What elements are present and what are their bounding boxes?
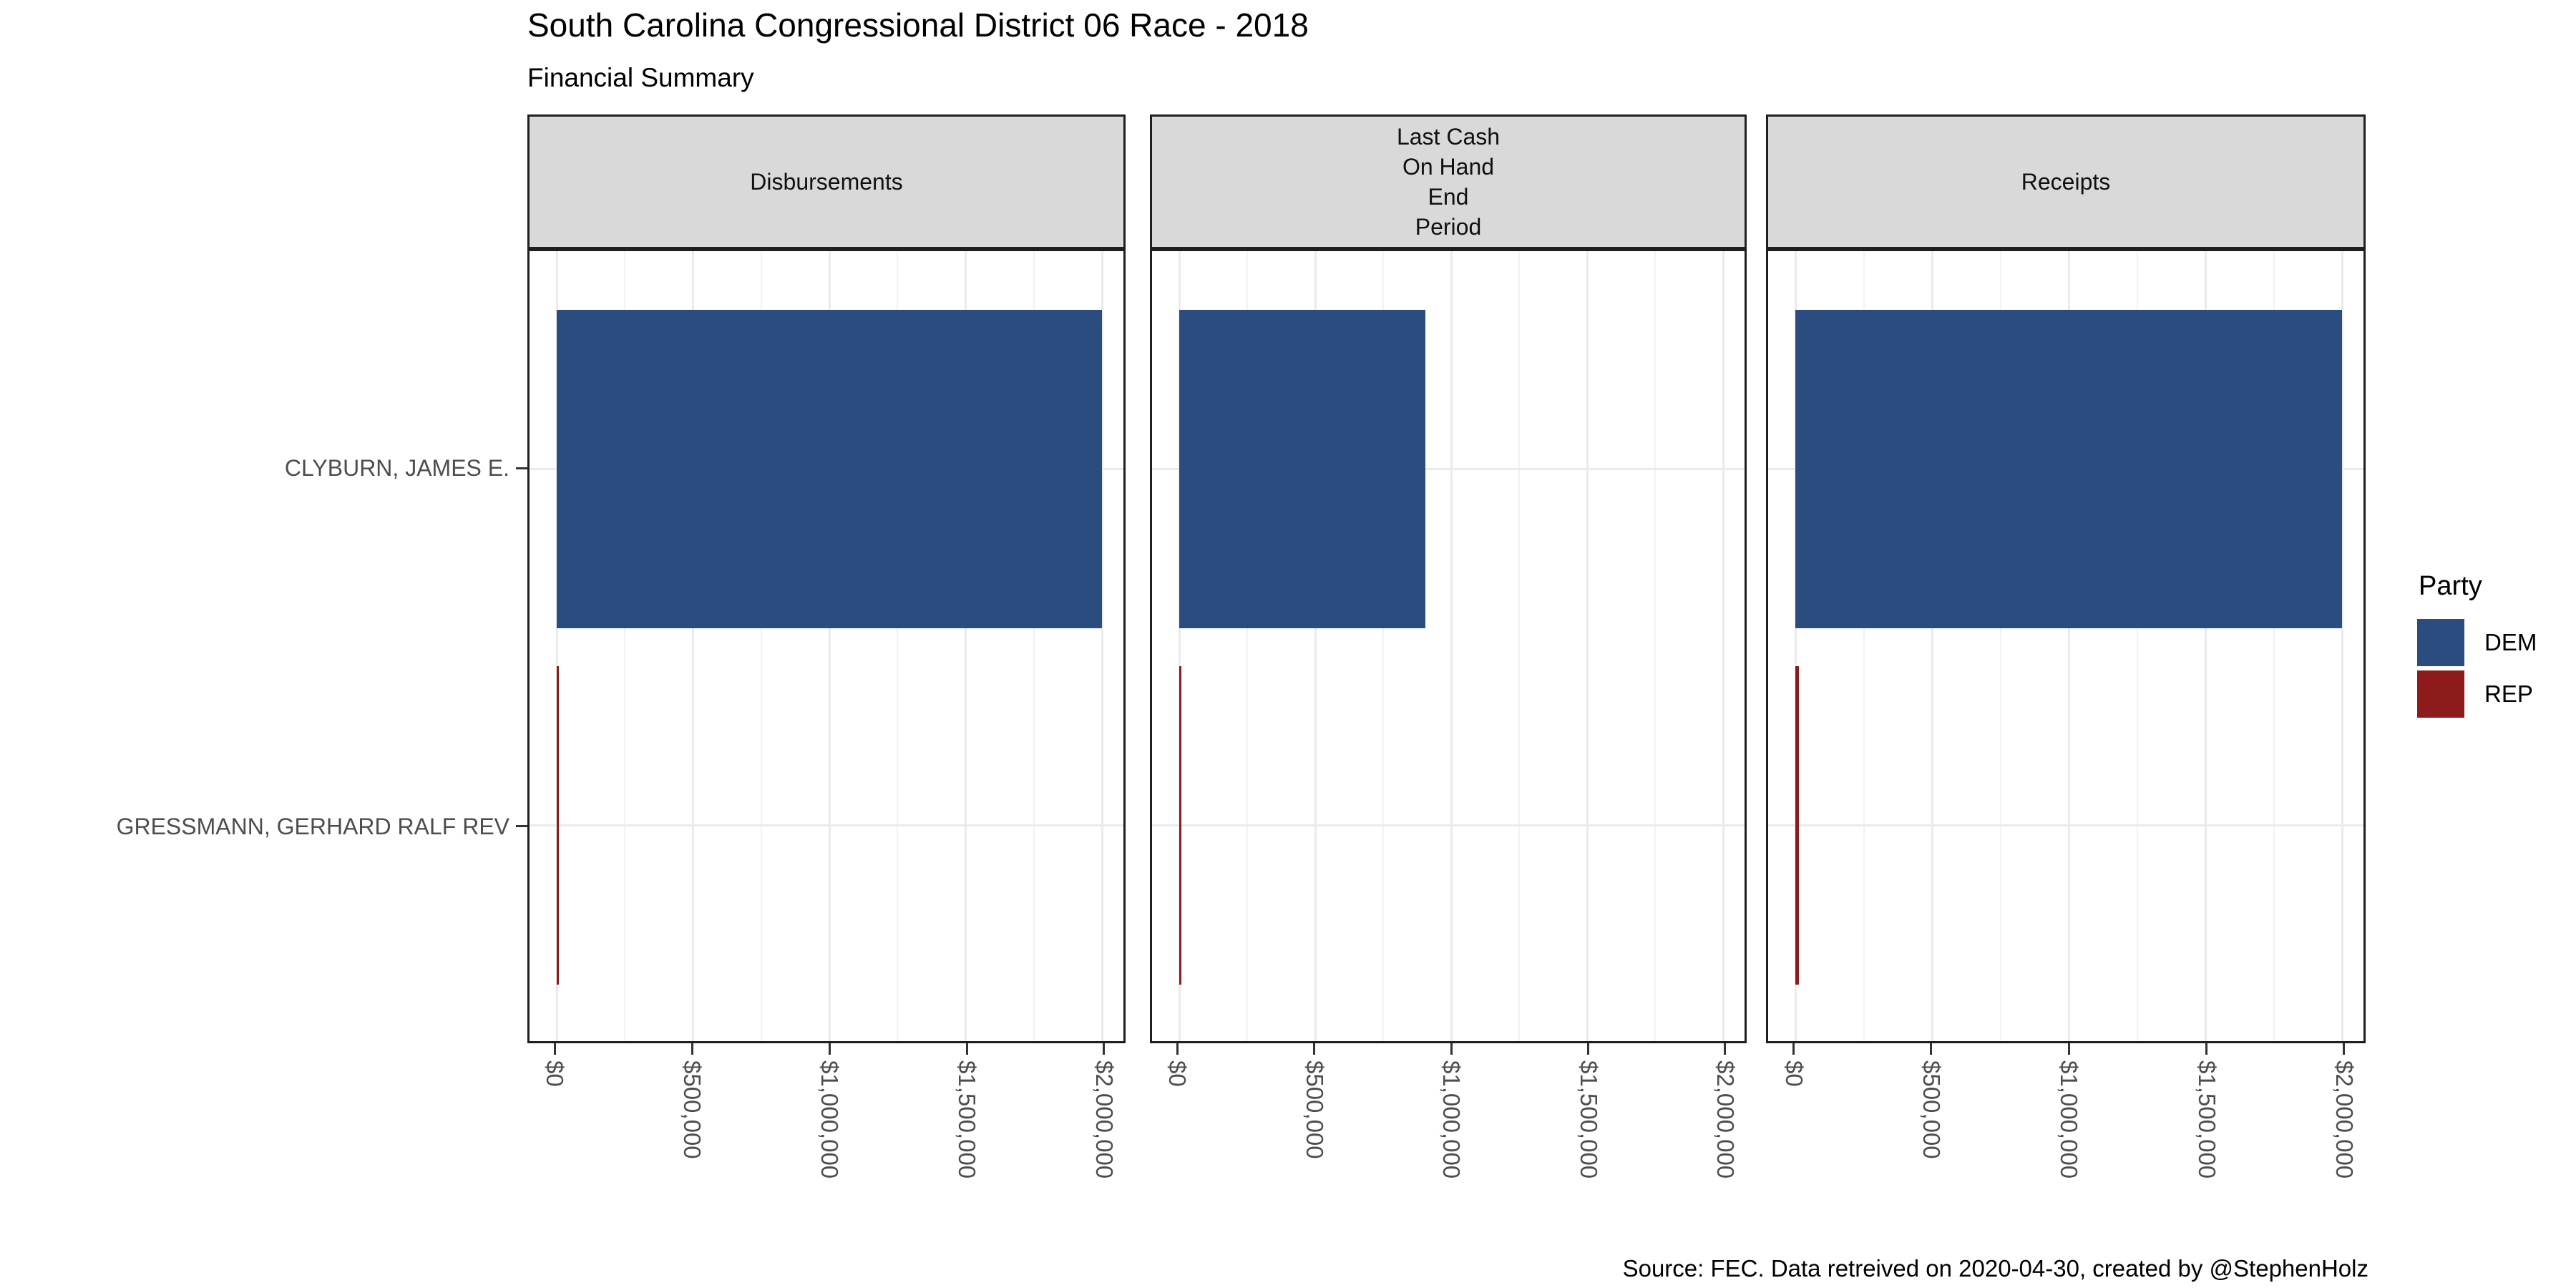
- gridline-major: [1794, 251, 1797, 1041]
- x-axis-tick: [828, 1043, 831, 1055]
- legend: Party DEM REP: [2417, 571, 2537, 722]
- gridline-minor: [1999, 251, 2001, 1041]
- x-axis-tick-label: $1,500,000: [1575, 1060, 1602, 1179]
- gridline-category: [1152, 467, 1745, 470]
- facet-strip-label: Last Cash On Hand End Period: [1396, 124, 1501, 240]
- gridline-minor: [2273, 251, 2275, 1041]
- x-axis-tick: [1792, 1043, 1795, 1055]
- bar-dem: [1795, 309, 2343, 629]
- y-axis-tick: [516, 467, 527, 469]
- x-axis-tick: [691, 1043, 693, 1055]
- facet-panel: [1150, 249, 1747, 1043]
- x-axis-tick-label: $500,000: [1301, 1060, 1328, 1159]
- x-axis-tick: [2205, 1043, 2207, 1055]
- legend-item-rep: REP: [2417, 670, 2537, 718]
- x-axis-tick-label: $1,500,000: [954, 1060, 981, 1179]
- dem-color-swatch: [2417, 619, 2464, 666]
- legend-label-rep: REP: [2484, 680, 2533, 707]
- gridline-major: [2067, 251, 2070, 1041]
- legend-label-dem: DEM: [2484, 629, 2537, 655]
- x-axis-tick-label: $0: [542, 1060, 569, 1087]
- gridline-minor: [1863, 251, 1865, 1041]
- x-axis-tick-label: $1,000,000: [816, 1060, 844, 1179]
- bar-rep: [1795, 665, 1799, 985]
- gridline-major: [2204, 251, 2207, 1041]
- x-axis-tick: [965, 1043, 968, 1055]
- x-axis-tick: [2343, 1043, 2346, 1055]
- gridline-minor: [624, 251, 626, 1041]
- legend-item-dem: DEM: [2417, 619, 2537, 666]
- gridline-major: [1722, 251, 1724, 1041]
- x-axis-tick: [1176, 1043, 1179, 1055]
- gridline-minor: [760, 251, 762, 1041]
- gridline-minor: [897, 251, 899, 1041]
- x-axis-tick-label: $0: [1164, 1060, 1191, 1087]
- x-axis-tick-label: $1,000,000: [1438, 1060, 1465, 1179]
- y-axis-category-label: GRESSMANN, GERHARD RALF REV: [116, 813, 509, 839]
- gridline-major: [828, 251, 831, 1041]
- bar-dem: [557, 309, 1103, 629]
- x-axis-tick: [1450, 1043, 1453, 1055]
- gridline-major: [1314, 251, 1317, 1041]
- chart-subtitle: Financial Summary: [527, 63, 754, 92]
- source-caption: Source: FEC. Data retreived on 2020-04-3…: [1622, 1255, 2368, 1282]
- x-axis-tick-label: $2,000,000: [2331, 1060, 2358, 1179]
- gridline-minor: [1382, 251, 1385, 1041]
- x-axis-tick: [1930, 1043, 1933, 1055]
- gridline-minor: [1033, 251, 1035, 1041]
- gridline-major: [1101, 251, 1103, 1041]
- gridline-minor: [1654, 251, 1657, 1041]
- x-axis-tick: [1103, 1043, 1106, 1055]
- chart-title: South Carolina Congressional District 06…: [527, 6, 1309, 44]
- x-axis-tick: [553, 1043, 556, 1055]
- facet-strip: Last Cash On Hand End Period: [1150, 114, 1747, 249]
- gridline-major: [1178, 251, 1181, 1041]
- gridline-major: [965, 251, 967, 1041]
- bar-rep: [1179, 665, 1181, 985]
- gridline-category: [1152, 824, 1745, 827]
- y-axis-category-label: CLYBURN, JAMES E.: [284, 455, 509, 482]
- gridline-minor: [1246, 251, 1249, 1041]
- bar-dem: [1179, 309, 1426, 629]
- x-axis-tick: [2067, 1043, 2070, 1055]
- facet-strip: Disbursements: [527, 114, 1126, 249]
- x-axis-tick-label: $0: [1780, 1060, 1807, 1087]
- x-axis-tick-label: $500,000: [1918, 1060, 1945, 1159]
- x-axis-tick-label: $2,000,000: [1091, 1060, 1118, 1179]
- gridline-major: [555, 251, 558, 1041]
- x-axis-tick-label: $500,000: [679, 1060, 706, 1159]
- facet-strip-label: Disbursements: [750, 169, 903, 195]
- x-axis-tick-label: $2,000,000: [1712, 1060, 1739, 1179]
- x-axis-tick: [1313, 1043, 1316, 1055]
- gridline-category: [530, 824, 1123, 827]
- x-axis-tick: [1724, 1043, 1727, 1055]
- gridline-major: [1931, 251, 1933, 1041]
- bar-rep: [557, 665, 559, 985]
- gridline-minor: [2136, 251, 2138, 1041]
- gridline-major: [692, 251, 695, 1041]
- x-axis-tick: [1587, 1043, 1590, 1055]
- facet-strip-label: Receipts: [2021, 169, 2111, 195]
- legend-title: Party: [2419, 571, 2482, 601]
- y-axis-tick: [516, 825, 527, 828]
- gridline-category: [1768, 824, 2363, 827]
- facet-panel: [1766, 249, 2366, 1043]
- gridline-major: [1586, 251, 1589, 1041]
- gridline-major: [1450, 251, 1453, 1041]
- facet-strip: Receipts: [1766, 114, 2366, 249]
- rep-color-swatch: [2417, 670, 2464, 718]
- x-axis-tick-label: $1,500,000: [2193, 1060, 2220, 1179]
- gridline-major: [2341, 251, 2343, 1041]
- gridline-minor: [1518, 251, 1521, 1041]
- x-axis-tick-label: $1,000,000: [2056, 1060, 2083, 1179]
- facet-panel: [527, 249, 1126, 1043]
